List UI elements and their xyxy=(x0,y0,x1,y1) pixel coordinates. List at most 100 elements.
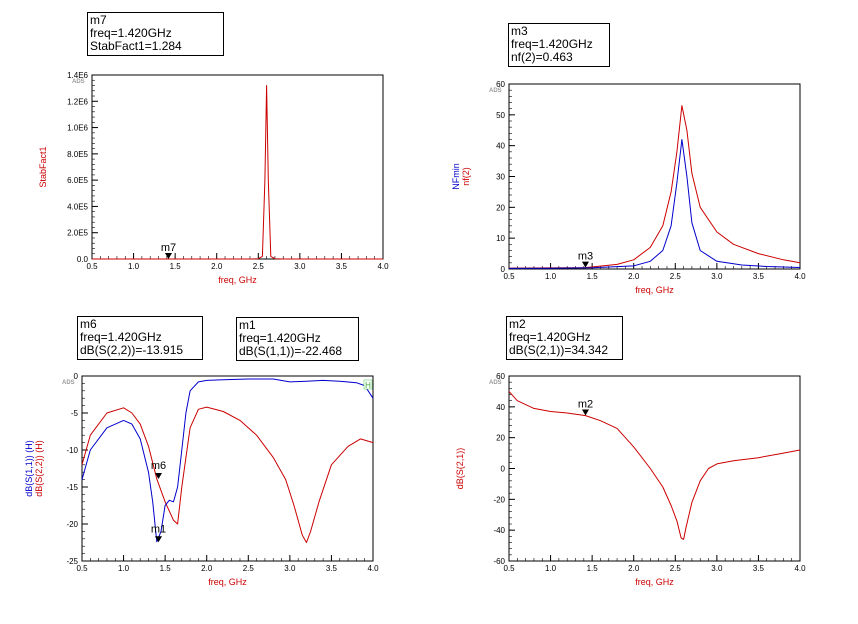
plot-frame xyxy=(508,83,801,270)
marker-m2-triangle xyxy=(581,409,589,416)
y-axis-label: NFmin xyxy=(451,163,461,190)
marker-m1-triangle xyxy=(154,536,162,543)
y-tick-label: 8.0E5 xyxy=(67,150,88,159)
x-tick-label: 1.0 xyxy=(545,272,557,281)
marker-m3-triangle xyxy=(581,261,589,268)
marker-readout-m2[interactable]: m2 freq=1.420GHz dB(S(2,1))=34.342 xyxy=(506,316,623,360)
x-tick-label: 1.5 xyxy=(160,564,172,573)
x-tick-label: 2.0 xyxy=(201,564,213,573)
y-tick-label: 60 xyxy=(496,372,505,381)
x-tick-label: 3.0 xyxy=(284,564,296,573)
y-tick-label: -40 xyxy=(493,526,505,535)
plot-frame xyxy=(508,375,801,562)
y-tick-label: 6.0E5 xyxy=(67,176,88,185)
y-tick-label: -20 xyxy=(493,495,505,504)
x-tick-label: 3.0 xyxy=(711,272,723,281)
chart-stab: ADS 0.5 1.0 1.5 2.0 2.5 3.0 3.5 4.0 0.0 2.0E5 4.0E5… xyxy=(38,71,389,285)
x-tick-label: 0.5 xyxy=(76,564,88,573)
x-tick-label: 4.0 xyxy=(794,564,806,573)
legend-marker-label: H xyxy=(365,381,371,390)
marker-readout-m6[interactable]: m6 freq=1.420GHz dB(S(2,2))=-13.915 xyxy=(77,316,203,360)
x-tick-label: 1.5 xyxy=(587,272,599,281)
y-tick-label: -20 xyxy=(66,520,78,529)
series-line-nf-2- xyxy=(508,105,801,269)
marker-readout-line: dB(S(2,1))=34.342 xyxy=(509,343,609,357)
x-tick-label: 1.0 xyxy=(118,564,130,573)
y-tick-label: 1.2E6 xyxy=(67,97,88,106)
ads-brand-label: ADS xyxy=(72,79,85,85)
x-tick-label: 2.5 xyxy=(243,564,255,573)
x-tick-label: 2.0 xyxy=(628,564,640,573)
x-tick-label: 3.5 xyxy=(753,564,765,573)
y-tick-label: 60 xyxy=(496,80,505,89)
y-tick-label: -5 xyxy=(71,409,79,418)
series-line-db-s-2-1- xyxy=(508,391,801,540)
x-axis-label: freq, GHz xyxy=(635,577,674,587)
marker-m6-triangle xyxy=(154,472,162,479)
x-tick-label: 1.5 xyxy=(170,262,182,271)
series-line-nfmin xyxy=(508,139,801,269)
y-axis-label: StabFact1 xyxy=(38,146,48,187)
y-tick-label: 40 xyxy=(496,142,505,151)
plot-frame xyxy=(91,74,384,260)
y-tick-label: 4.0E5 xyxy=(67,202,88,211)
marker-m3-label: m3 xyxy=(578,251,593,263)
marker-readout-line: m2 xyxy=(509,317,526,331)
y-axis-label: dB(S(2,2)) (H) xyxy=(34,440,44,497)
x-tick-label: 2.5 xyxy=(670,564,682,573)
chart-s21: ADS 0.5 1.0 1.5 2.0 2.5 3.0 3.5 4.0 -60 -40 -20 0 20 4… xyxy=(455,372,806,587)
y-tick-label: -10 xyxy=(66,446,78,455)
y-tick-label: 20 xyxy=(496,434,505,443)
x-tick-label: 4.0 xyxy=(367,564,379,573)
x-tick-label: 3.5 xyxy=(326,564,338,573)
marker-readout-line: nf(2)=0.463 xyxy=(511,50,573,64)
marker-readout-line: freq=1.420GHz xyxy=(239,331,321,345)
chart-nf: ADS 0.5 1.0 1.5 2.0 2.5 3.0 3.5 4.0 0 10 20 30 40 50 60… xyxy=(451,80,806,295)
x-tick-label: 1.5 xyxy=(587,564,599,573)
y-tick-label: 0.0 xyxy=(77,255,89,264)
ads-brand-label: ADS xyxy=(489,380,502,386)
y-tick-label: 30 xyxy=(496,173,505,182)
y-axis-label: nf(2) xyxy=(461,167,471,186)
marker-readout-line: m3 xyxy=(511,24,528,38)
marker-readout-line: StabFact1=1.284 xyxy=(90,39,182,53)
marker-m2-label: m2 xyxy=(578,399,593,411)
x-axis-label: freq, GHz xyxy=(635,285,674,295)
y-axis-label: dB(S(1,1)) (H) xyxy=(24,440,34,497)
x-tick-label: 3.0 xyxy=(294,262,306,271)
x-tick-label: 3.5 xyxy=(753,272,765,281)
y-tick-label: 0 xyxy=(74,372,79,381)
x-tick-label: 1.0 xyxy=(545,564,557,573)
x-tick-label: 3.0 xyxy=(711,564,723,573)
marker-m7-label: m7 xyxy=(161,242,176,254)
y-tick-label: 10 xyxy=(496,234,505,243)
marker-readout-line: m7 xyxy=(90,13,107,27)
x-tick-label: 3.5 xyxy=(336,262,348,271)
x-tick-label: 4.0 xyxy=(794,272,806,281)
ads-brand-label: ADS xyxy=(62,380,75,386)
marker-readout-m7[interactable]: m7 freq=1.420GHz StabFact1=1.284 xyxy=(87,12,224,56)
y-tick-label: -15 xyxy=(66,483,78,492)
marker-readout-line: freq=1.420GHz xyxy=(511,37,593,51)
y-tick-label: 40 xyxy=(496,403,505,412)
marker-readout-m3[interactable]: m3 freq=1.420GHz nf(2)=0.463 xyxy=(508,23,610,67)
y-tick-label: 2.0E5 xyxy=(67,229,88,238)
y-tick-label: 0 xyxy=(501,465,506,474)
x-tick-label: 0.5 xyxy=(86,262,98,271)
y-tick-label: 20 xyxy=(496,203,505,212)
y-tick-label: 50 xyxy=(496,111,505,120)
x-tick-label: 0.5 xyxy=(503,564,515,573)
marker-readout-line: freq=1.420GHz xyxy=(509,330,591,344)
series-line-db-s-1-1- xyxy=(81,378,374,543)
marker-m6-label: m6 xyxy=(151,460,166,472)
x-axis-label: freq, GHz xyxy=(208,577,247,587)
x-tick-label: 2.0 xyxy=(628,272,640,281)
x-tick-label: 4.0 xyxy=(377,262,389,271)
marker-readout-m1[interactable]: m1 freq=1.420GHz dB(S(1,1))=-22.468 xyxy=(236,317,359,361)
y-tick-label: -60 xyxy=(493,557,505,566)
y-tick-label: 0 xyxy=(501,265,506,274)
marker-readout-line: m6 xyxy=(80,317,97,331)
x-tick-label: 2.5 xyxy=(670,272,682,281)
series-line-stabfact1 xyxy=(92,85,383,260)
